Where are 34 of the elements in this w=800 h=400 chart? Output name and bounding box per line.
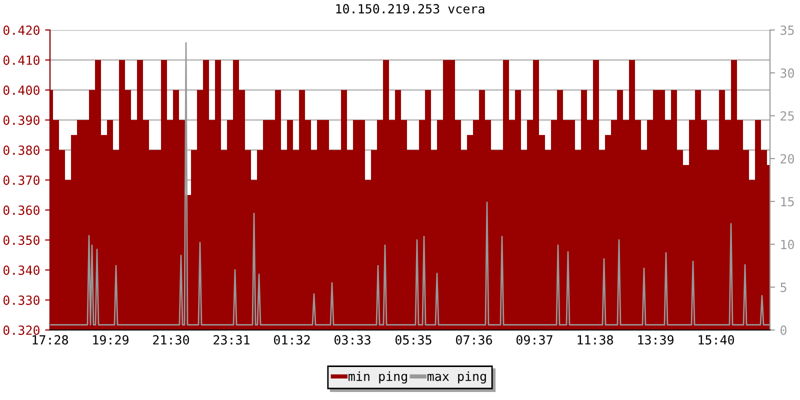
y-tick-label: 0.370 — [3, 176, 40, 185]
y2-tick-label: 35 — [780, 26, 794, 35]
y2-tick-label: 15 — [781, 197, 794, 206]
x-tick-label: 05:35 — [396, 335, 432, 345]
x-tick-label: 01:32 — [274, 335, 310, 345]
legend-label: max ping — [428, 371, 486, 384]
y-tick-label: 0.400 — [3, 86, 40, 95]
y-tick-label: 0.410 — [3, 56, 40, 65]
y2-tick-label: 20 — [780, 154, 794, 164]
x-tick-label: 07:36 — [456, 335, 492, 345]
y-tick-label: 0.320 — [3, 326, 40, 335]
x-tick-label: 21:30 — [153, 335, 190, 345]
x-tick-label: 17:28 — [32, 335, 68, 345]
y-tick-label: 0.360 — [3, 206, 40, 215]
chart-title: 10.150.219.253 vcera — [336, 4, 484, 14]
y-tick-label: 0.350 — [3, 236, 40, 245]
legend-label: min ping — [348, 371, 407, 384]
x-tick-label: 03:33 — [334, 335, 370, 345]
y-tick-label: 0.420 — [3, 26, 40, 35]
y2-tick-label: 25 — [780, 111, 794, 121]
y2-tick-label: 10 — [781, 240, 794, 250]
y2-tick-label: 0 — [780, 326, 786, 335]
x-tick-label: 09:37 — [516, 335, 552, 345]
x-tick-label: 15:40 — [698, 335, 734, 345]
y-tick-label: 0.340 — [3, 266, 40, 275]
x-tick-label: 13:39 — [638, 335, 674, 345]
x-tick-label: 19:29 — [93, 335, 128, 345]
x-tick-label: 11:38 — [578, 335, 614, 345]
x-tick-label: 23:31 — [214, 335, 250, 345]
y2-tick-label: 5 — [780, 282, 786, 292]
y2-tick-label: 30 — [780, 68, 794, 78]
y-tick-label: 0.330 — [3, 296, 40, 305]
y-tick-label: 0.390 — [3, 116, 40, 125]
y-tick-label: 0.380 — [3, 146, 40, 155]
